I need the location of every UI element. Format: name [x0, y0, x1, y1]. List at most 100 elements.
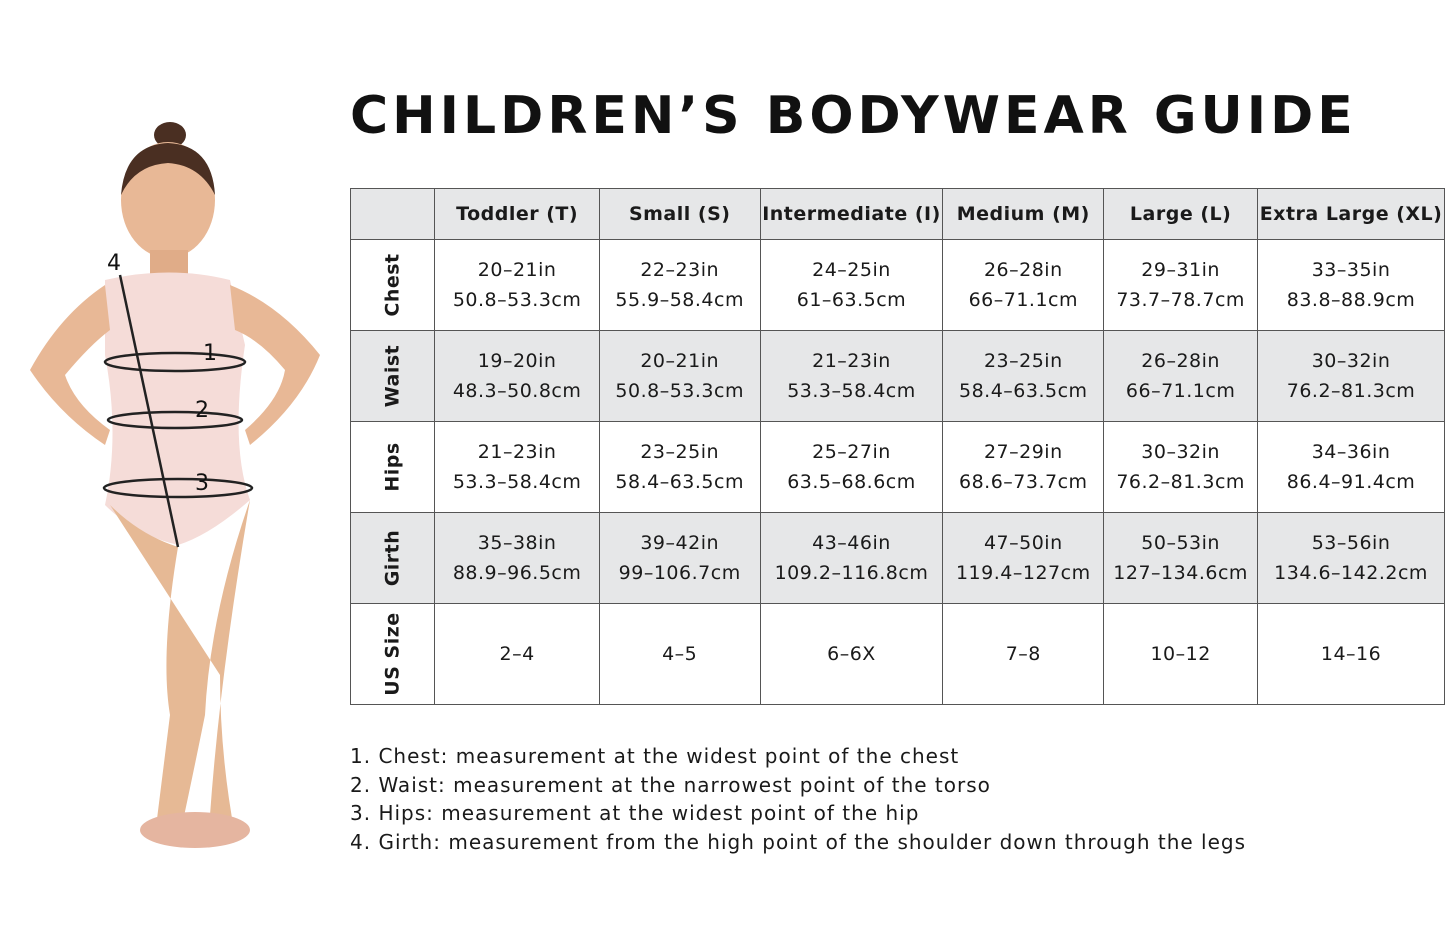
- measurement-notes: 1. Chest: measurement at the widest poin…: [350, 742, 1246, 856]
- table-cell: 6–6X: [759, 603, 944, 705]
- cell-value-metric: 127–134.6cm: [1113, 562, 1248, 584]
- table-row: Girth 35–38in 88.9–96.5cm 39–42in 99–106.7cm…: [349, 512, 1445, 604]
- cell-value-metric: 61–63.5cm: [796, 289, 907, 311]
- cell-value-primary: 50–53in: [1141, 532, 1220, 554]
- table-cell: 4–5: [598, 603, 761, 705]
- table-cell: 2–4: [434, 603, 600, 705]
- cell-value-metric: 50.8–53.3cm: [615, 380, 744, 402]
- cell-value-metric: 58.4–63.5cm: [615, 471, 744, 493]
- cell-value-primary: 47–50in: [983, 532, 1063, 554]
- table-cell: 34–36in 86.4–91.4cm: [1257, 421, 1445, 513]
- cell-value-metric: 66–71.1cm: [968, 289, 1078, 311]
- table-cell: 20–21in 50.8–53.3cm: [434, 239, 600, 331]
- row-label: US Size: [381, 612, 404, 696]
- cell-value-primary: 29–31in: [1141, 259, 1220, 281]
- note: 3. Hips: measurement at the widest point…: [350, 801, 920, 825]
- table-cell: 26–28in 66–71.1cm: [1103, 330, 1259, 422]
- col-header: Toddler (T): [434, 188, 600, 240]
- label-2: 2: [195, 398, 209, 423]
- table-cell: 50–53in 127–134.6cm: [1103, 512, 1259, 604]
- cell-value-primary: 2–4: [499, 643, 535, 665]
- table-cell: 53–56in 134.6–142.2cm: [1257, 512, 1445, 604]
- table-cell: 30–32in 76.2–81.3cm: [1103, 421, 1259, 513]
- cell-value-primary: 26–28in: [1141, 350, 1220, 372]
- cell-value-metric: 55.9–58.4cm: [615, 289, 744, 311]
- cell-value-primary: 23–25in: [983, 350, 1063, 372]
- cell-value-primary: 35–38in: [477, 532, 557, 554]
- label-4: 4: [107, 251, 121, 276]
- note: 1. Chest: measurement at the widest poin…: [350, 744, 960, 768]
- row-header: US Size: [349, 603, 436, 705]
- col-header: Medium (M): [942, 188, 1105, 240]
- note: 2. Waist: measurement at the narrowest p…: [350, 772, 991, 797]
- row-header: Waist: [349, 330, 436, 422]
- table-cell: 22–23in 55.9–58.4cm: [598, 239, 761, 331]
- cell-value-metric: 63.5–68.6cm: [787, 471, 916, 493]
- cell-value-primary: 20–21in: [640, 350, 720, 372]
- cell-value-primary: 6–6X: [827, 643, 876, 665]
- cell-value-primary: 21–23in: [477, 441, 557, 463]
- cell-value-primary: 34–36in: [1311, 441, 1391, 463]
- cell-value-metric: 48.3–50.8cm: [452, 380, 582, 402]
- cell-value-metric: 83.8–88.9cm: [1286, 289, 1416, 311]
- cell-value-metric: 58.4–63.5cm: [958, 380, 1088, 402]
- table-cell: 25–27in 63.5–68.6cm: [759, 421, 944, 513]
- table-cell: 33–35in 83.8–88.9cm: [1257, 239, 1445, 331]
- cell-value-primary: 27–29in: [983, 441, 1063, 463]
- table-cell: 7–8: [942, 603, 1105, 705]
- cell-value-metric: 76.2–81.3cm: [1116, 471, 1245, 493]
- table-cell: 21–23in 53.3–58.4cm: [759, 330, 944, 422]
- table-row: Chest 20–21in 50.8–53.3cm 22–23in 55.9–58.4c…: [349, 239, 1445, 331]
- row-label: Girth: [381, 529, 404, 587]
- cell-value-metric: 109.2–116.8cm: [774, 562, 929, 584]
- col-header: Large (L): [1103, 188, 1259, 240]
- cell-value-primary: 14–16: [1320, 643, 1382, 665]
- cell-value-metric: 50.8–53.3cm: [452, 289, 582, 311]
- header-row: Toddler (T) Small (S) Intermediate (I) M…: [349, 188, 1445, 240]
- table-cell: 24–25in 61–63.5cm: [759, 239, 944, 331]
- cell-value-metric: 73.7–78.7cm: [1116, 289, 1245, 311]
- row-label: Waist: [381, 344, 404, 408]
- table-cell: 14–16: [1257, 603, 1445, 705]
- table-cell: 19–20in 48.3–50.8cm: [434, 330, 600, 422]
- cell-value-primary: 30–32in: [1311, 350, 1391, 372]
- cell-value-primary: 20–21in: [477, 259, 557, 281]
- table-cell: 43–46in 109.2–116.8cm: [759, 512, 944, 604]
- cell-value-metric: 53.3–58.4cm: [452, 471, 582, 493]
- row-header: Girth: [349, 512, 436, 604]
- col-header: Extra Large (XL): [1257, 188, 1445, 240]
- size-table: Toddler (T) Small (S) Intermediate (I) M…: [349, 188, 1445, 705]
- table-cell: 23–25in 58.4–63.5cm: [942, 330, 1105, 422]
- cell-value-primary: 24–25in: [812, 259, 891, 281]
- cell-value-primary: 4–5: [662, 643, 698, 665]
- cell-value-primary: 26–28in: [983, 259, 1063, 281]
- table-cell: 20–21in 50.8–53.3cm: [598, 330, 761, 422]
- table-cell: 30–32in 76.2–81.3cm: [1257, 330, 1445, 422]
- label-1: 1: [203, 341, 217, 366]
- note: 4. Girth: measurement from the high poin…: [350, 829, 1247, 854]
- cell-value-primary: 39–42in: [640, 532, 720, 554]
- corner-cell: [349, 188, 436, 240]
- table-cell: 29–31in 73.7–78.7cm: [1103, 239, 1259, 331]
- cell-value-primary: 7–8: [1005, 643, 1041, 665]
- row-header: Hips: [349, 421, 436, 513]
- cell-value-primary: 25–27in: [812, 441, 891, 463]
- table-cell: 21–23in 53.3–58.4cm: [434, 421, 600, 513]
- cell-value-primary: 21–23in: [812, 350, 891, 372]
- table-cell: 26–28in 66–71.1cm: [942, 239, 1105, 331]
- cell-value-primary: 43–46in: [812, 532, 891, 554]
- col-header: Small (S): [598, 188, 761, 240]
- page-title: CHILDREN’S BODYWEAR GUIDE: [350, 86, 1357, 146]
- cell-value-metric: 68.6–73.7cm: [958, 471, 1088, 493]
- table-row: Hips 21–23in 53.3–58.4cm 23–25in 58.4–63.5cm…: [349, 421, 1445, 513]
- child-model-illustration: 1 2 3 4: [30, 122, 320, 848]
- col-header: Intermediate (I): [759, 188, 944, 240]
- table-cell: 39–42in 99–106.7cm: [598, 512, 761, 604]
- table-row: US Size 2–4 4–5 6–6X 7–8 10–12 14–16: [349, 603, 1445, 705]
- cell-value-primary: 30–32in: [1141, 441, 1220, 463]
- table-cell: 10–12: [1103, 603, 1259, 705]
- cell-value-metric: 134.6–142.2cm: [1274, 562, 1428, 584]
- cell-value-metric: 88.9–96.5cm: [452, 562, 582, 584]
- label-3: 3: [195, 471, 209, 496]
